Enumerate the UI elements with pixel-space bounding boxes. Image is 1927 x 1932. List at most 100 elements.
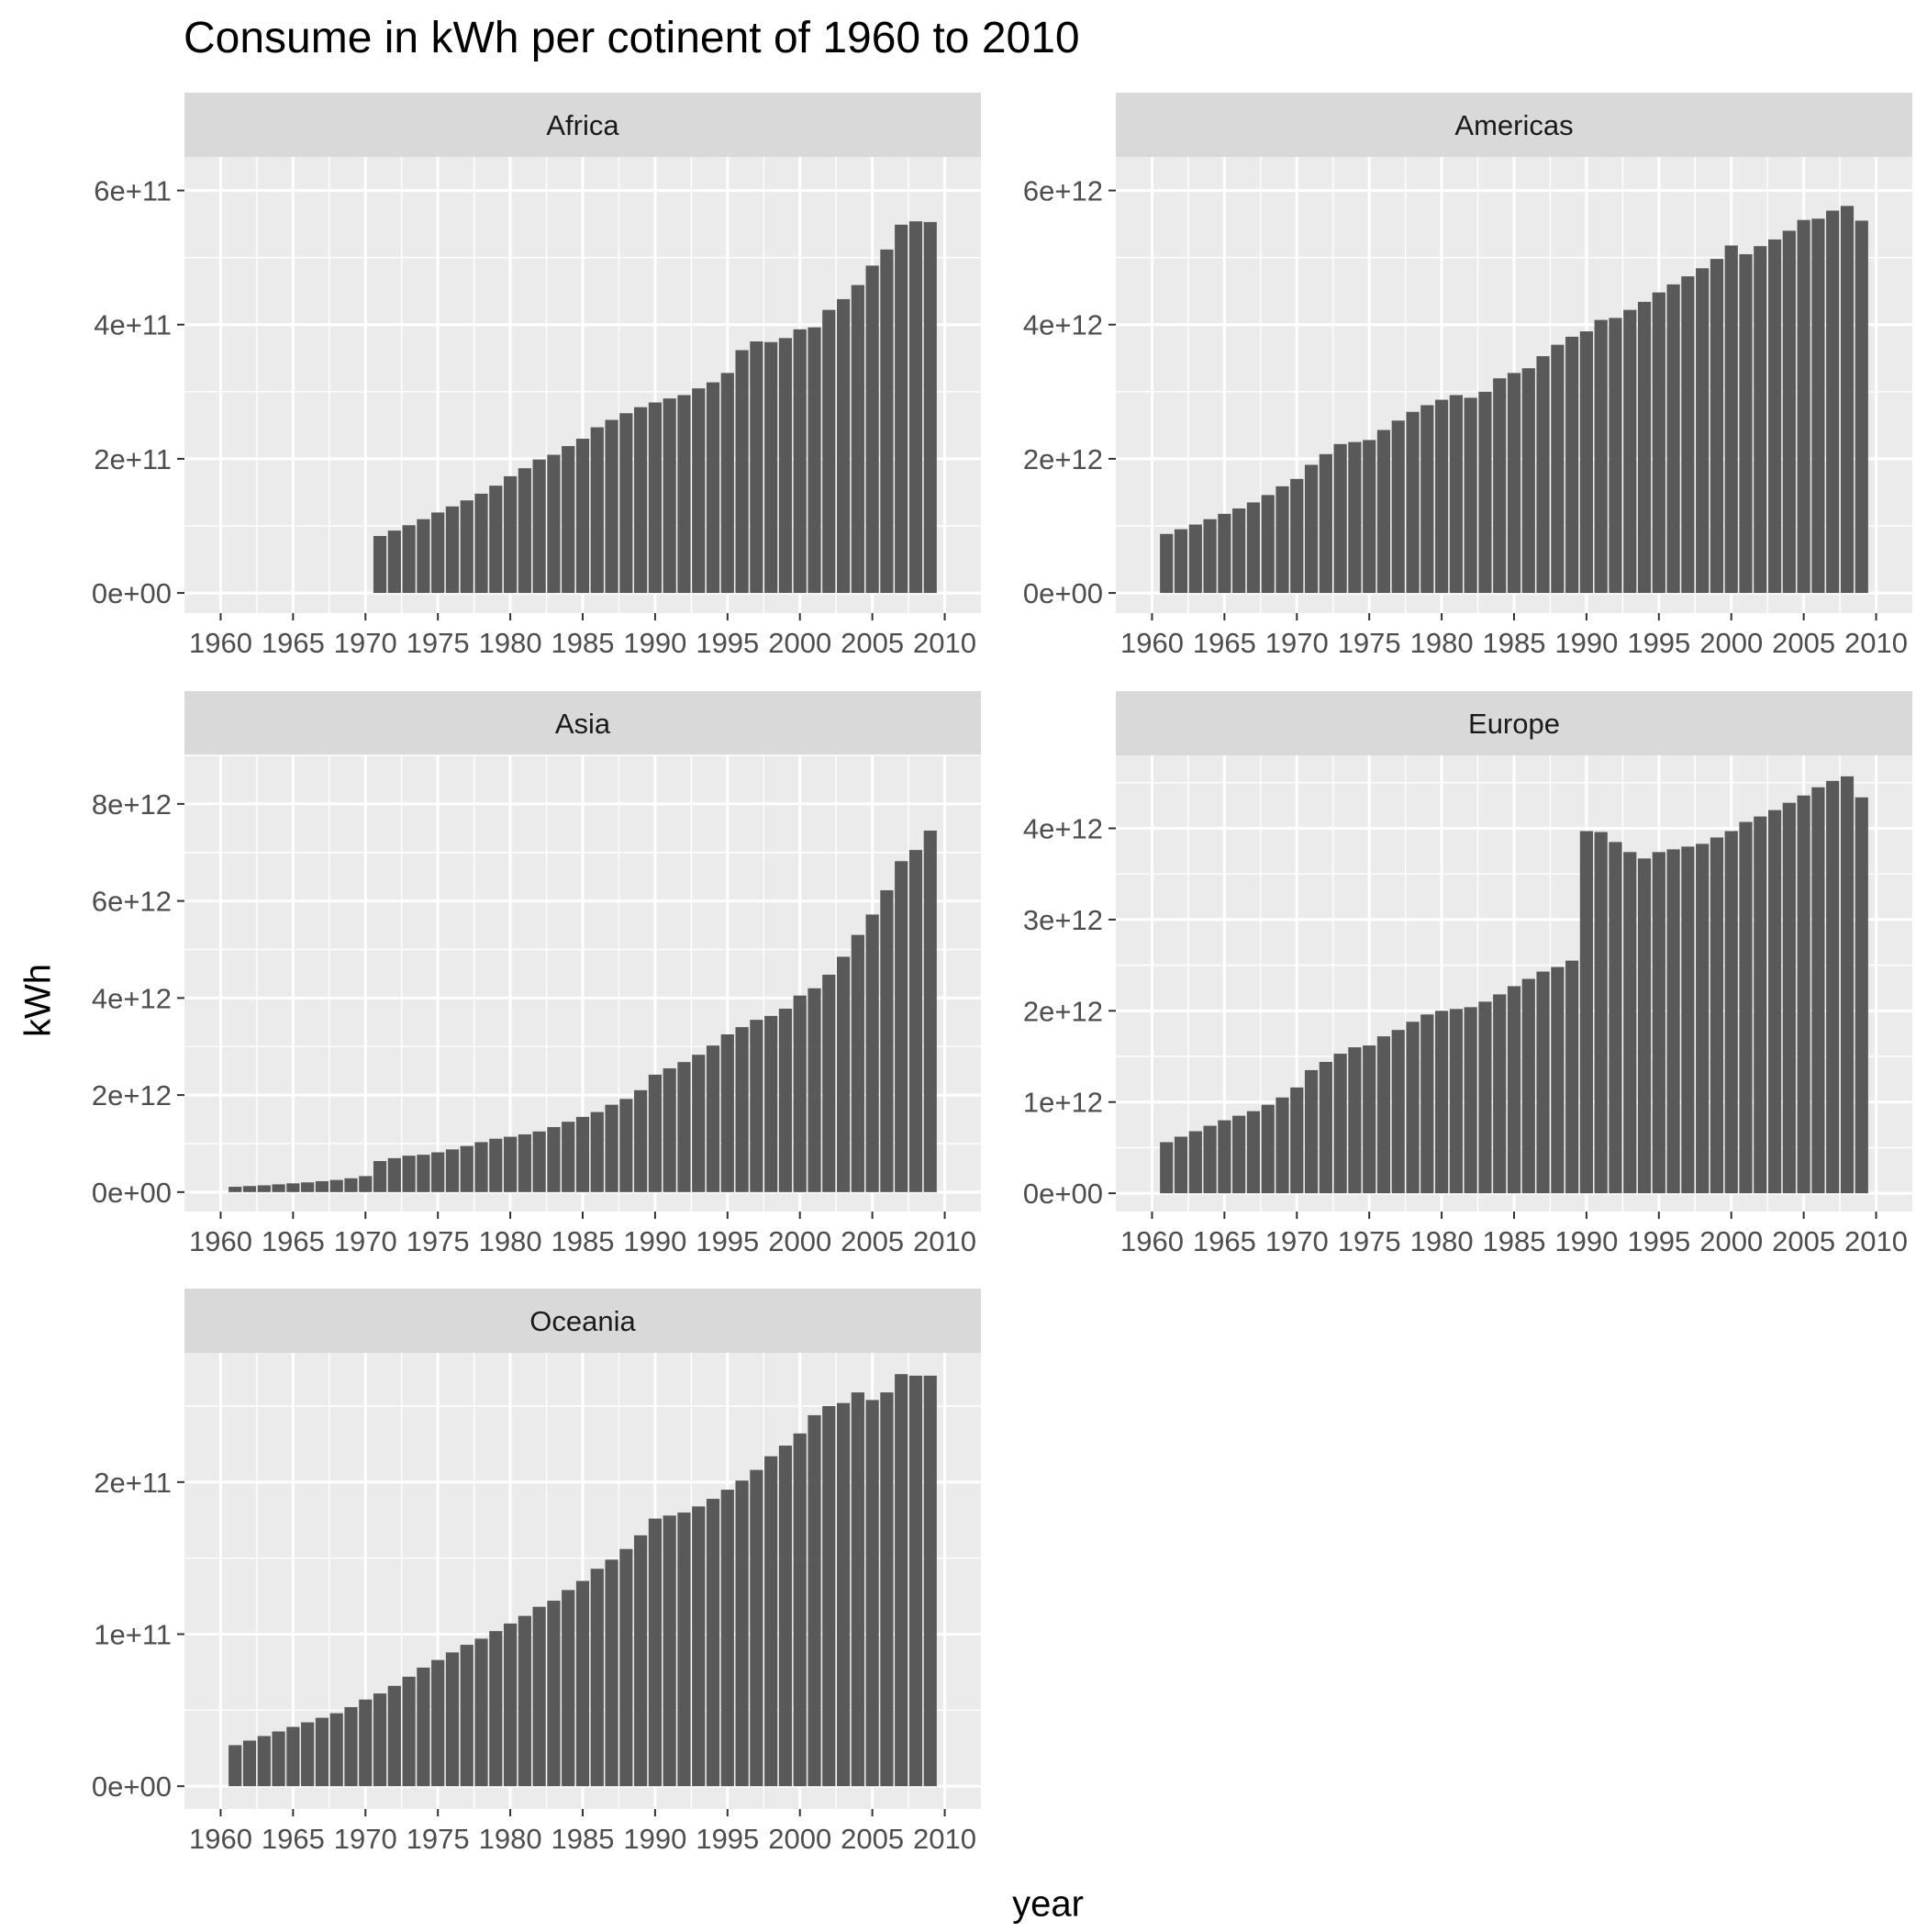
bar xyxy=(808,1414,821,1787)
bar xyxy=(1420,1014,1434,1194)
bar xyxy=(1188,524,1202,594)
bar xyxy=(1754,246,1767,594)
bar xyxy=(1681,846,1695,1194)
bar xyxy=(1507,373,1521,594)
bar xyxy=(908,221,923,594)
y-tick-label: 3e+12 xyxy=(1023,904,1103,936)
y-tick-label: 4e+12 xyxy=(1023,309,1103,341)
x-tick-label: 1965 xyxy=(1193,1225,1256,1257)
bar xyxy=(1420,405,1434,594)
bar xyxy=(634,407,648,594)
bar xyxy=(1493,378,1507,594)
bar xyxy=(793,329,807,594)
bar xyxy=(1160,1142,1174,1194)
bar xyxy=(301,1722,315,1787)
bar xyxy=(836,298,851,594)
bar xyxy=(1203,519,1217,594)
x-tick-label: 1960 xyxy=(189,627,252,659)
bar xyxy=(880,249,894,594)
bar xyxy=(1319,453,1332,594)
bar xyxy=(1290,1087,1304,1194)
bar xyxy=(329,1713,343,1787)
bar xyxy=(778,1446,793,1787)
y-tick-label: 1e+12 xyxy=(1023,1087,1103,1119)
bar xyxy=(1464,1007,1477,1194)
y-tick-label: 6e+12 xyxy=(92,886,172,918)
bar xyxy=(750,341,763,594)
bar xyxy=(445,1149,460,1192)
facet-strip xyxy=(184,691,981,755)
bar xyxy=(1232,1115,1246,1194)
bar xyxy=(532,459,546,594)
x-tick-label: 2000 xyxy=(768,1823,831,1855)
bar xyxy=(1739,253,1753,594)
bar xyxy=(257,1736,271,1787)
bar xyxy=(648,1518,663,1787)
bar xyxy=(808,988,821,1192)
x-tick-label: 1985 xyxy=(551,1225,615,1257)
x-tick-label: 2000 xyxy=(1699,627,1763,659)
bar xyxy=(1218,1120,1231,1194)
bar xyxy=(1218,513,1231,594)
bar xyxy=(562,1122,575,1192)
bar xyxy=(808,327,821,594)
bar xyxy=(547,1601,561,1787)
bar xyxy=(851,285,864,594)
facet-strip xyxy=(1116,93,1912,157)
y-tick-label: 6e+12 xyxy=(1023,175,1103,207)
bar xyxy=(590,1569,604,1787)
bar xyxy=(923,830,937,1192)
facet-strip xyxy=(184,93,981,157)
bar xyxy=(677,1062,691,1192)
x-tick-label: 1980 xyxy=(1410,627,1474,659)
x-tick-label: 1965 xyxy=(262,1823,325,1855)
bar xyxy=(1275,486,1289,594)
bar xyxy=(836,1402,851,1787)
bar xyxy=(1348,441,1362,594)
x-tick-label: 2000 xyxy=(1699,1225,1763,1257)
y-tick-label: 6e+11 xyxy=(94,175,172,207)
bar xyxy=(634,1535,648,1787)
bar xyxy=(822,974,836,1192)
bar xyxy=(1434,1011,1449,1194)
bar xyxy=(692,1055,706,1192)
bar xyxy=(648,1074,663,1192)
bar xyxy=(1391,1030,1405,1194)
bar xyxy=(387,1685,401,1787)
bar xyxy=(1406,411,1420,594)
x-tick-label: 1990 xyxy=(623,627,686,659)
bar xyxy=(1565,336,1579,594)
x-tick-label: 1975 xyxy=(407,1225,470,1257)
bar xyxy=(750,1469,763,1787)
bar xyxy=(329,1179,343,1192)
chart-title: Consume in kWh per cotinent of 1960 to 2… xyxy=(184,14,1080,62)
bar xyxy=(1275,1097,1289,1194)
facet-panel-americas: Americas 0e+00 2e+12 4e+12 6e+12 1960 1965 1970… xyxy=(1023,93,1912,659)
bar xyxy=(272,1184,285,1192)
bar xyxy=(1666,284,1680,594)
y-tick-label: 1e+11 xyxy=(94,1618,172,1650)
bar xyxy=(663,1515,676,1787)
bar xyxy=(532,1606,546,1787)
x-tick-label: 1970 xyxy=(334,1823,397,1855)
bar xyxy=(648,402,663,594)
bar xyxy=(518,468,531,594)
bar xyxy=(373,1161,387,1192)
bar xyxy=(908,850,923,1192)
bar xyxy=(402,1676,416,1787)
bar xyxy=(489,486,503,594)
bar xyxy=(1521,368,1535,594)
bar xyxy=(575,1116,590,1192)
x-tick-label: 1965 xyxy=(262,627,325,659)
bar xyxy=(1782,802,1796,1194)
facet-panel-asia: Asia 0e+00 2e+12 4e+12 6e+12 8e+12 1960 1965 197… xyxy=(92,691,981,1257)
x-tick-label: 1980 xyxy=(479,1225,542,1257)
bar xyxy=(445,506,460,594)
bar xyxy=(1840,776,1855,1194)
bar xyxy=(836,956,851,1192)
bar xyxy=(1434,399,1449,594)
bar xyxy=(1609,318,1622,594)
x-tick-label: 1960 xyxy=(1120,627,1184,659)
facet-strip xyxy=(1116,691,1912,755)
bar xyxy=(1579,331,1594,594)
